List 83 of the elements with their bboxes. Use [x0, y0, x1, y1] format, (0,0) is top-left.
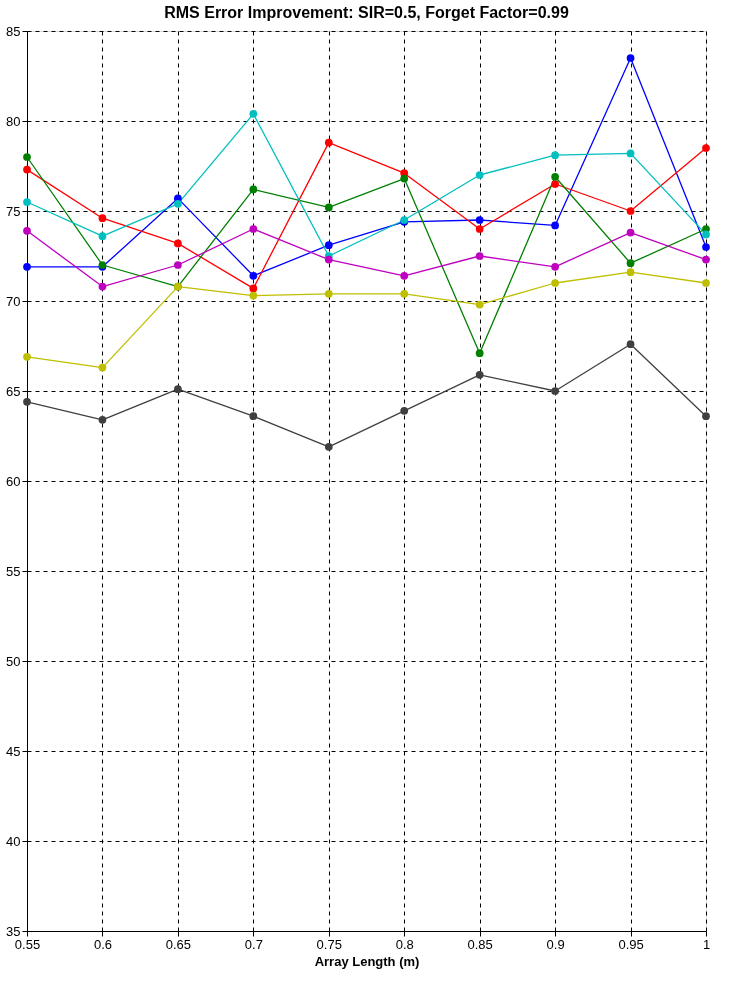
point — [475, 370, 484, 379]
y-tick-label: 70 — [6, 293, 21, 309]
point — [23, 397, 31, 406]
point — [400, 174, 409, 183]
x-tick-label: 0.65 — [165, 936, 192, 952]
point — [626, 228, 635, 237]
point — [551, 172, 559, 181]
y-tick-label: 35 — [6, 923, 21, 939]
point — [702, 255, 710, 264]
point — [702, 279, 710, 287]
point — [551, 279, 559, 287]
point — [324, 289, 333, 298]
point — [324, 255, 333, 264]
x-tick-label: 0.9 — [546, 936, 565, 952]
point — [98, 214, 107, 223]
y-tick-label: 55 — [6, 563, 21, 579]
point — [400, 289, 409, 298]
point — [98, 415, 107, 424]
x-tick-label: 0.6 — [93, 936, 112, 952]
point — [174, 385, 182, 394]
point — [551, 387, 559, 395]
point — [626, 340, 635, 349]
x-axis-title: Array Length (m) — [314, 953, 420, 969]
point — [626, 259, 635, 268]
point — [702, 144, 710, 152]
x-tick-label: 0.55 — [14, 936, 41, 952]
point — [626, 268, 635, 277]
point — [475, 225, 484, 233]
point — [626, 207, 635, 215]
point — [551, 221, 559, 230]
point — [324, 241, 333, 250]
point — [23, 262, 31, 271]
x-tick-label: 1 — [702, 936, 711, 952]
x-tick-label: 0.85 — [467, 936, 493, 952]
y-tick-label: 45 — [6, 743, 21, 759]
y-tick-label: 50 — [6, 653, 21, 669]
point — [475, 171, 484, 179]
point — [98, 232, 107, 241]
point — [702, 412, 710, 421]
point — [551, 262, 559, 271]
point — [475, 216, 484, 224]
x-tick-label: 0.95 — [618, 936, 644, 952]
point — [23, 153, 31, 161]
point — [475, 300, 484, 309]
point — [23, 165, 31, 174]
point — [23, 352, 31, 361]
point — [475, 349, 484, 358]
y-tick-label: 75 — [6, 203, 21, 219]
point — [98, 363, 107, 372]
point — [249, 225, 258, 233]
point — [249, 109, 258, 118]
point — [174, 261, 182, 269]
point — [551, 180, 559, 188]
y-tick-label: 40 — [6, 833, 21, 849]
point — [400, 271, 409, 280]
point — [324, 442, 333, 451]
point — [324, 203, 333, 212]
point — [400, 406, 409, 415]
point — [551, 151, 559, 160]
point — [702, 230, 710, 239]
chart-title: RMS Error Improvement: SIR=0.5, Forget Factor=0.99 — [164, 4, 569, 21]
y-tick-label: 85 — [6, 23, 21, 39]
point — [249, 271, 258, 280]
point — [174, 239, 182, 248]
point — [702, 243, 710, 251]
point — [98, 282, 107, 291]
x-tick-label: 0.75 — [316, 936, 342, 952]
point — [249, 284, 258, 293]
x-tick-label: 0.7 — [244, 936, 263, 952]
point — [23, 198, 31, 206]
point — [249, 412, 258, 421]
point — [626, 149, 635, 158]
point — [475, 252, 484, 260]
y-tick-label: 80 — [6, 113, 21, 129]
point — [249, 185, 258, 194]
point — [23, 226, 31, 235]
x-tick-label: 0.8 — [395, 936, 414, 952]
point — [249, 291, 258, 300]
point — [174, 199, 182, 208]
y-tick-label: 60 — [6, 473, 21, 489]
y-tick-label: 65 — [6, 383, 21, 399]
point — [324, 138, 333, 147]
point — [626, 54, 635, 62]
